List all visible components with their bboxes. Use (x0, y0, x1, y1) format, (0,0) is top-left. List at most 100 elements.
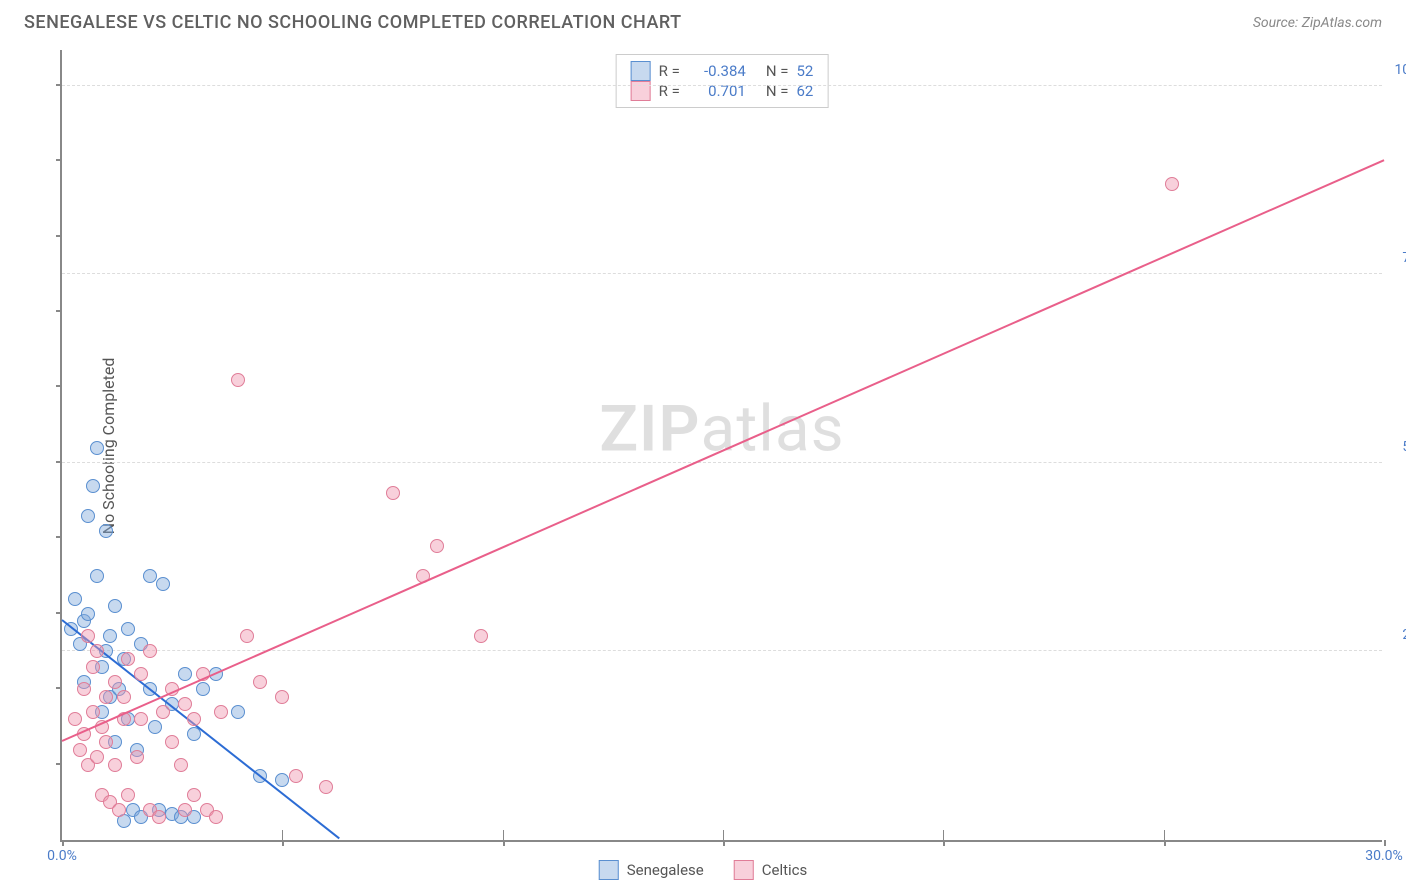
data-point (121, 788, 135, 802)
data-point (134, 667, 148, 681)
y-tick-label: 7.5% (1387, 250, 1406, 266)
data-point (275, 690, 289, 704)
data-point (108, 599, 122, 613)
series-legend: Senegalese Celtics (599, 860, 808, 880)
data-point (99, 524, 113, 538)
data-point (156, 705, 170, 719)
data-point (117, 690, 131, 704)
x-tick-inner (723, 830, 724, 840)
scatter-chart: ZIPatlas R =-0.384N =52R =0.701N =62 2.5… (60, 50, 1382, 842)
x-tick-mark (503, 840, 505, 846)
n-label: N = (766, 62, 789, 80)
data-point (108, 758, 122, 772)
data-point (121, 622, 135, 636)
x-tick-inner (503, 830, 504, 840)
gridline-h (62, 462, 1382, 463)
data-point (165, 735, 179, 749)
data-point (152, 810, 166, 824)
data-point (86, 660, 100, 674)
chart-title: SENEGALESE VS CELTIC NO SCHOOLING COMPLE… (24, 12, 682, 33)
data-point (108, 675, 122, 689)
legend-swatch (631, 61, 651, 81)
data-point (81, 607, 95, 621)
data-point (187, 712, 201, 726)
x-tick-label: 30.0% (1365, 848, 1403, 864)
data-point (103, 629, 117, 643)
data-point (81, 509, 95, 523)
gridline-h (62, 273, 1382, 274)
data-point (121, 652, 135, 666)
x-tick-mark (1164, 840, 1166, 846)
source-link[interactable]: ZipAtlas.com (1302, 15, 1382, 31)
n-value: 52 (796, 62, 813, 80)
x-tick-inner (1164, 830, 1165, 840)
data-point (319, 780, 333, 794)
data-point (90, 441, 104, 455)
data-point (253, 675, 267, 689)
y-tick-mark (56, 235, 62, 237)
x-tick-mark (1384, 840, 1386, 846)
source-attribution: Source: ZipAtlas.com (1253, 15, 1382, 31)
legend-swatch (599, 860, 619, 880)
data-point (86, 705, 100, 719)
data-point (81, 629, 95, 643)
data-point (275, 773, 289, 787)
gridline-h (62, 85, 1382, 86)
y-tick-label: 2.5% (1387, 627, 1406, 643)
y-tick-mark (56, 612, 62, 614)
data-point (156, 577, 170, 591)
data-point (90, 644, 104, 658)
data-point (134, 712, 148, 726)
data-point (148, 720, 162, 734)
data-point (90, 750, 104, 764)
gridline-h (62, 650, 1382, 651)
data-point (130, 750, 144, 764)
y-tick-mark (56, 84, 62, 86)
data-point (86, 479, 100, 493)
x-tick-mark (282, 840, 284, 846)
y-tick-mark (56, 385, 62, 387)
data-point (73, 743, 87, 757)
y-tick-mark (56, 310, 62, 312)
data-point (187, 788, 201, 802)
source-label: Source: (1253, 15, 1298, 31)
data-point (68, 592, 82, 606)
data-point (178, 697, 192, 711)
x-tick-mark (62, 840, 64, 846)
data-point (231, 373, 245, 387)
data-point (90, 569, 104, 583)
data-point (77, 682, 91, 696)
y-tick-label: 5.0% (1387, 439, 1406, 455)
legend-label: Celtics (762, 861, 808, 879)
data-point (1165, 177, 1179, 191)
r-value: -0.384 (688, 62, 746, 80)
data-point (430, 539, 444, 553)
legend-label: Senegalese (627, 861, 704, 879)
trend-line (62, 159, 1385, 742)
x-tick-inner (282, 830, 283, 840)
data-point (386, 486, 400, 500)
y-tick-mark (56, 763, 62, 765)
x-tick-inner (943, 830, 944, 840)
data-point (178, 667, 192, 681)
y-tick-mark (56, 536, 62, 538)
stats-row: R = -0.384 N = 52 (631, 61, 814, 81)
data-point (99, 735, 113, 749)
data-point (240, 629, 254, 643)
r-label: R = (659, 62, 680, 80)
legend-item: Celtics (734, 860, 808, 880)
data-point (178, 803, 192, 817)
y-tick-mark (56, 687, 62, 689)
stats-legend: R =-0.384N =52R =0.701N =62 (616, 54, 829, 108)
legend-item: Senegalese (599, 860, 704, 880)
watermark: ZIPatlas (599, 392, 844, 467)
data-point (112, 803, 126, 817)
y-tick-label: 10.0% (1387, 62, 1406, 78)
data-point (99, 690, 113, 704)
x-tick-mark (723, 840, 725, 846)
data-point (143, 569, 157, 583)
data-point (174, 758, 188, 772)
data-point (231, 705, 245, 719)
data-point (474, 629, 488, 643)
legend-swatch (734, 860, 754, 880)
